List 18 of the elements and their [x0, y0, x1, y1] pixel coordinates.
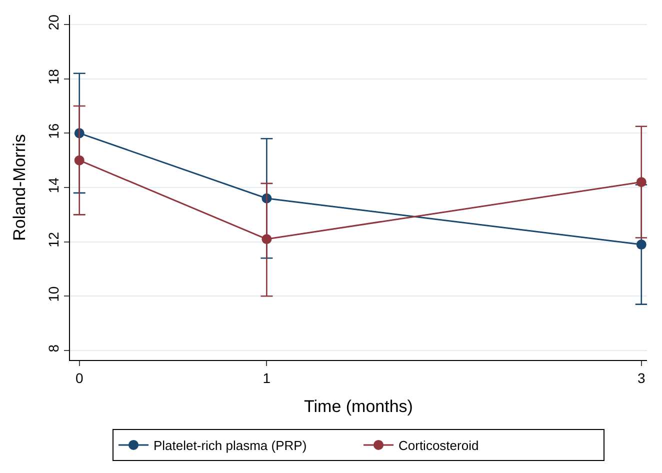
- legend-label: Corticosteroid: [398, 438, 479, 454]
- legend-label: Platelet-rich plasma (PRP): [154, 438, 307, 454]
- x-tick-label: 0: [75, 370, 84, 386]
- y-tick-label: 14: [45, 177, 62, 194]
- x-tick-label: 3: [637, 370, 646, 386]
- point: [74, 155, 84, 166]
- y-tick-label: 10: [45, 286, 62, 302]
- y-tick-label: 16: [45, 123, 62, 139]
- point: [636, 177, 646, 188]
- y-tick-label: 20: [45, 14, 62, 30]
- y-tick-label: 18: [45, 68, 62, 85]
- x-axis-title: Time (months): [304, 397, 413, 416]
- y-tick-label: 12: [45, 232, 62, 248]
- x-tick-label: 1: [262, 370, 271, 386]
- y-axis-title: Roland-Morris: [10, 134, 29, 241]
- point: [636, 240, 646, 250]
- point: [262, 234, 272, 244]
- y-tick-label: 8: [45, 344, 62, 352]
